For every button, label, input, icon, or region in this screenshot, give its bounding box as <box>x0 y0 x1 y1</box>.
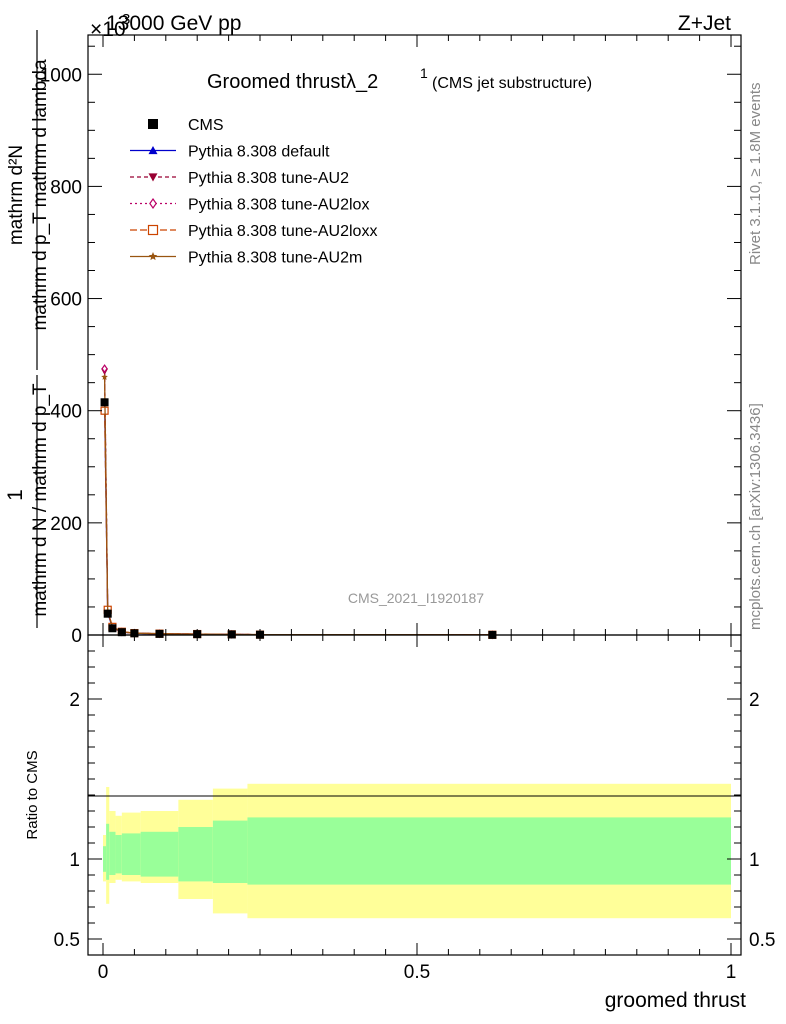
legend-label: Pythia 8.308 tune-AU2 <box>188 170 349 187</box>
data-point <box>108 624 117 633</box>
legend-label: Pythia 8.308 tune-AU2lox <box>188 197 369 214</box>
mcplots-label: mcplots.cern.ch [arXiv:1306.3436] <box>747 403 764 630</box>
y-tick-label-main: 400 <box>50 402 82 423</box>
legend-entry-3: Pythia 8.308 tune-AU2lox <box>130 197 369 214</box>
inner-band-bin <box>106 823 110 880</box>
title-sub: (CMS jet substructure) <box>432 75 592 92</box>
y-axis-label-ratio: Ratio to CMS <box>24 750 41 839</box>
plot-title: Groomed thrustλ_2 1 (CMS jet substructur… <box>207 65 592 93</box>
data-point <box>101 364 108 374</box>
y-axis-label-main: 1 mathrm d N / mathrm d p_T mathrm d²N m… <box>4 30 51 628</box>
legend-marker <box>148 252 158 261</box>
legend-entry-1: Pythia 8.308 default <box>130 144 330 161</box>
inner-band-bin <box>140 831 179 877</box>
y-tick-label-main: 200 <box>50 514 82 535</box>
legend-marker <box>148 146 158 155</box>
legend-entry-5: Pythia 8.308 tune-AU2m <box>130 250 362 267</box>
y-exponent-power: 3 <box>122 11 130 28</box>
legend-marker <box>147 224 159 236</box>
title-sup: 1 <box>420 65 428 81</box>
legend-marker <box>148 173 158 182</box>
y-tick-label-ratio-left: 2 <box>69 690 80 711</box>
y-tick-label-ratio-right: 0.5 <box>749 930 775 951</box>
legend-label: Pythia 8.308 default <box>188 144 330 161</box>
legend-entry-0: CMS <box>148 117 224 134</box>
inner-band-bin <box>115 835 122 874</box>
y-exponent-base: ×10 <box>90 18 126 41</box>
inner-band-bin <box>212 820 248 883</box>
inner-band-bin <box>247 817 731 885</box>
ylabel-prefix: 1 <box>4 489 27 501</box>
main-plot-frame <box>87 34 742 636</box>
ylabel-denominator: mathrm d p_T mathrm d lambda <box>30 59 51 330</box>
ylabel-prefix-denominator: mathrm d N / mathrm d p_T <box>30 383 51 617</box>
legend-marker <box>148 119 158 129</box>
x-axis-label: groomed thrust <box>605 989 746 1012</box>
y-tick-label-main: 800 <box>50 177 82 198</box>
legend: CMS Pythia 8.308 default Pythia 8.308 tune… <box>130 117 377 267</box>
ylabel-numerator: mathrm d²N <box>6 145 27 245</box>
legend-entry-4: Pythia 8.308 tune-AU2loxx <box>130 223 377 240</box>
y-tick-label-main: 0 <box>71 626 82 647</box>
y-tick-label-main: 600 <box>50 290 82 311</box>
inner-band-bin <box>121 833 141 875</box>
x-tick-label: 0.5 <box>404 962 430 983</box>
ratio-bands <box>103 783 731 919</box>
axis-ticks: 0 0.5 1 0 200 400 600 800 1000 0.5 0.5 1 1 2 2 <box>40 35 775 983</box>
y-tick-label-ratio-right: 1 <box>749 850 760 871</box>
inner-band-bin <box>109 831 116 875</box>
data-point <box>103 609 112 618</box>
inner-band-bin <box>103 846 107 872</box>
header-left: 13000 GeV pp <box>106 12 241 35</box>
inner-band-bin <box>178 827 213 882</box>
x-tick-label: 1 <box>726 962 737 983</box>
title-main: Groomed thrustλ_2 <box>207 71 378 93</box>
y-tick-label-ratio-right: 2 <box>749 690 760 711</box>
y-tick-label-ratio-left: 0.5 <box>54 930 80 951</box>
legend-label: CMS <box>188 117 224 134</box>
data-point <box>100 398 109 407</box>
legend-label: Pythia 8.308 tune-AU2loxx <box>188 223 377 240</box>
data-point <box>117 628 126 637</box>
legend-marker <box>149 197 157 210</box>
y-tick-label-main: 1000 <box>40 65 82 86</box>
y-tick-label-ratio-left: 1 <box>69 850 80 871</box>
x-tick-label: 0 <box>98 962 109 983</box>
rivet-label: Rivet 3.1.10, ≥ 1.8M events <box>747 83 764 266</box>
watermark: CMS_2021_I1920187 <box>348 590 484 606</box>
legend-entry-2: Pythia 8.308 tune-AU2 <box>130 170 349 187</box>
legend-label: Pythia 8.308 tune-AU2m <box>188 250 362 267</box>
data-point <box>101 373 108 380</box>
header-right: Z+Jet <box>678 12 731 35</box>
data-point <box>155 629 164 638</box>
